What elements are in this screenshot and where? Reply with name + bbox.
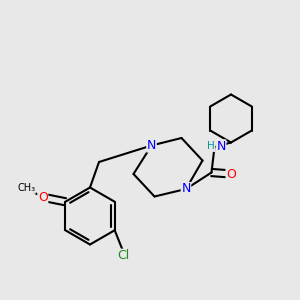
Text: O: O [38, 191, 48, 204]
Text: N: N [181, 182, 191, 196]
Text: N: N [147, 139, 156, 152]
Text: N: N [216, 140, 226, 153]
Text: O: O [226, 167, 236, 181]
Text: H: H [207, 141, 215, 152]
Text: CH₃: CH₃ [17, 183, 35, 193]
Text: Cl: Cl [118, 249, 130, 262]
